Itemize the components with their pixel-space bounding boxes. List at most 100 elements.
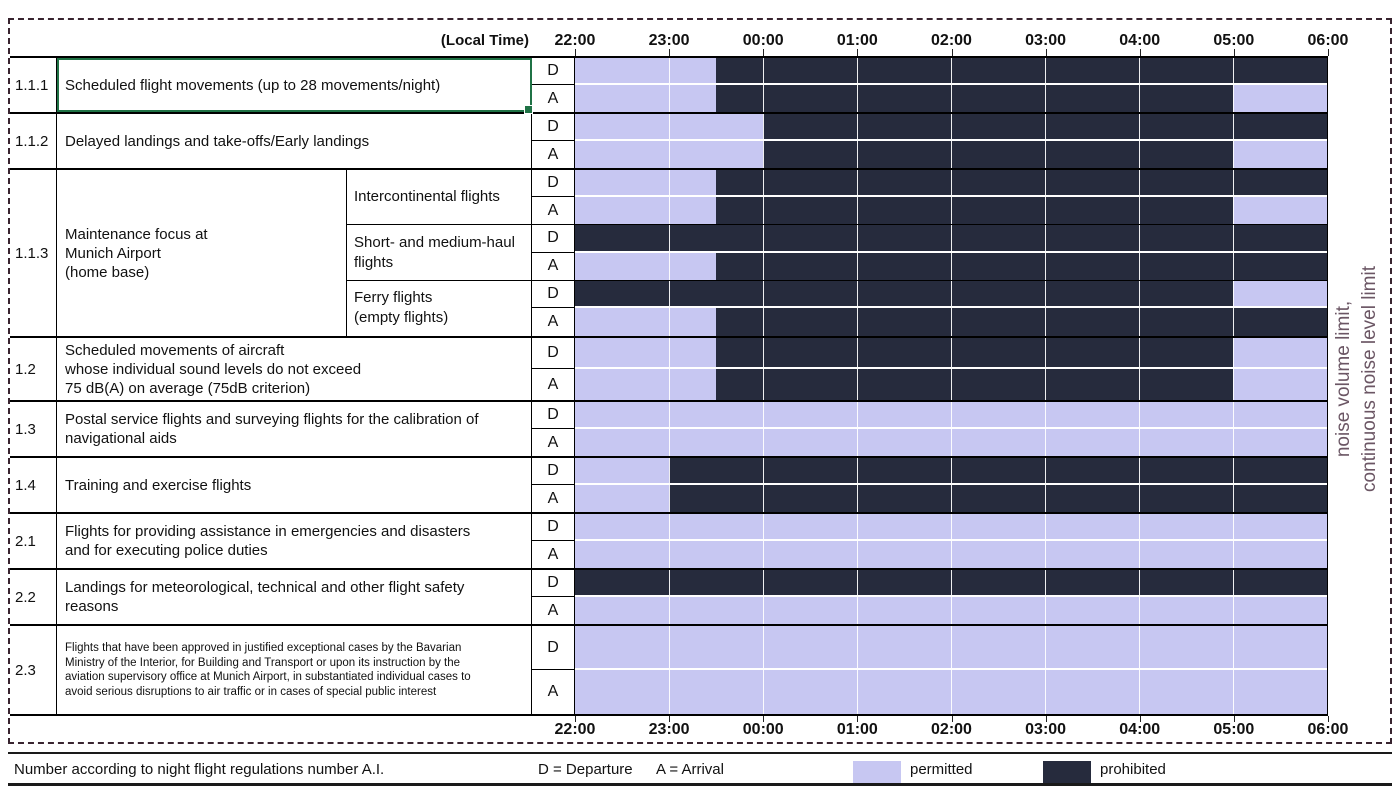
time-label: 06:00 bbox=[1307, 721, 1349, 738]
hour-gridline bbox=[669, 670, 670, 714]
hour-gridline bbox=[857, 58, 858, 83]
hour-gridline bbox=[1139, 252, 1140, 280]
row-number: 1.2 bbox=[10, 338, 57, 400]
axis-tick bbox=[1045, 49, 1047, 56]
da-cell: A bbox=[532, 541, 575, 568]
axis-tick bbox=[1233, 716, 1235, 722]
row-description: Maintenance focus at Munich Airport (home … bbox=[57, 170, 347, 336]
hour-gridline bbox=[951, 458, 952, 483]
hour-gridline bbox=[763, 170, 764, 196]
hour-gridline bbox=[951, 170, 952, 196]
hour-gridline bbox=[1139, 170, 1140, 196]
row-description: Landings for meteorological, technical a… bbox=[57, 570, 532, 624]
hour-gridline bbox=[1233, 58, 1234, 83]
schedule-bar bbox=[575, 626, 1327, 670]
time-label: 01:00 bbox=[836, 32, 878, 49]
subcategory-label: Ferry flights (empty flights) bbox=[347, 280, 532, 337]
hour-gridline bbox=[1139, 225, 1140, 251]
axis-tick bbox=[857, 716, 859, 722]
hour-gridline bbox=[1233, 402, 1234, 427]
night-flight-schedule-chart: (Local Time) 22:00 23:00 00:00 01:00 02:00 03… bbox=[8, 18, 1392, 744]
schedule-bar bbox=[575, 141, 1327, 168]
hour-gridline bbox=[1233, 338, 1234, 367]
hour-gridline bbox=[669, 141, 670, 168]
bar-segment-prohibited bbox=[716, 308, 1327, 337]
hour-gridline bbox=[1045, 114, 1046, 139]
axis-tick bbox=[669, 716, 671, 722]
da-cell: A bbox=[532, 197, 575, 225]
da-cell: D bbox=[532, 280, 575, 309]
hour-gridline bbox=[1139, 626, 1140, 668]
hour-gridline bbox=[669, 541, 670, 568]
hour-gridline bbox=[1233, 541, 1234, 568]
hour-gridline bbox=[857, 458, 858, 483]
bar-segment-prohibited bbox=[716, 85, 1233, 112]
hour-gridline bbox=[1139, 197, 1140, 225]
hour-gridline bbox=[763, 114, 764, 139]
bar-segment-permitted bbox=[575, 369, 716, 400]
axis-tick bbox=[857, 49, 859, 56]
hour-gridline bbox=[1045, 280, 1046, 307]
hour-gridline bbox=[1233, 597, 1234, 624]
bar-segment-prohibited bbox=[716, 252, 1327, 280]
hour-gridline bbox=[763, 85, 764, 112]
hour-gridline bbox=[1233, 570, 1234, 595]
bar-segment-permitted bbox=[575, 197, 716, 225]
da-cell: D bbox=[532, 114, 575, 141]
bar-row: D bbox=[532, 114, 1327, 141]
hour-gridline bbox=[1233, 170, 1234, 196]
schedule-units: Intercontinental flights D A Short- and med… bbox=[347, 170, 1328, 337]
hour-gridline bbox=[669, 170, 670, 196]
hour-gridline bbox=[763, 429, 764, 456]
row-number: 1.1.1 bbox=[10, 58, 57, 112]
hour-gridline bbox=[1233, 141, 1234, 168]
time-label: 05:00 bbox=[1213, 32, 1255, 49]
hour-gridline bbox=[1045, 597, 1046, 624]
footer-note: Number according to night flight regulat… bbox=[14, 761, 385, 778]
hour-gridline bbox=[857, 114, 858, 139]
bar-row: A bbox=[532, 252, 1327, 280]
row-number: 2.1 bbox=[10, 514, 57, 568]
time-label: 02:00 bbox=[931, 32, 972, 49]
hour-gridline bbox=[857, 141, 858, 168]
hour-gridline bbox=[763, 626, 764, 668]
hour-gridline bbox=[857, 369, 858, 400]
row-description[interactable]: Scheduled flight movements (up to 28 mov… bbox=[57, 58, 533, 114]
da-cell: A bbox=[532, 369, 575, 400]
hour-gridline bbox=[951, 225, 952, 251]
row-description: Flights for providing assistance in emer… bbox=[57, 514, 532, 568]
row-description: Flights that have been approved in justi… bbox=[57, 626, 532, 714]
row-description: Delayed landings and take-offs/Early lan… bbox=[57, 114, 532, 168]
da-cell: A bbox=[532, 252, 575, 280]
bar-segment-permitted bbox=[1233, 369, 1327, 400]
side-note-line1: noise volume limit, bbox=[1333, 300, 1354, 458]
hour-gridline bbox=[1139, 114, 1140, 139]
hour-gridline bbox=[1233, 670, 1234, 714]
category-row-1.1.1: 1.1.1 Scheduled flight movements (up to 2… bbox=[10, 58, 1328, 114]
hour-gridline bbox=[763, 225, 764, 251]
axis-tick bbox=[1139, 716, 1141, 722]
hour-gridline bbox=[669, 197, 670, 225]
hour-gridline bbox=[1139, 369, 1140, 400]
schedule-unit: Ferry flights (empty flights) D A bbox=[347, 280, 1328, 337]
hour-gridline bbox=[763, 458, 764, 483]
hour-gridline bbox=[1045, 402, 1046, 427]
da-cell: A bbox=[532, 485, 575, 512]
hour-gridline bbox=[763, 197, 764, 225]
schedule-bar bbox=[575, 114, 1327, 141]
hour-gridline bbox=[951, 670, 952, 714]
hour-gridline bbox=[763, 338, 764, 367]
time-label: 22:00 bbox=[554, 721, 596, 738]
schedule-bar bbox=[575, 85, 1327, 112]
hour-gridline bbox=[669, 114, 670, 139]
bar-row: A bbox=[532, 308, 1327, 337]
hour-gridline bbox=[857, 670, 858, 714]
hour-gridline bbox=[1045, 170, 1046, 196]
